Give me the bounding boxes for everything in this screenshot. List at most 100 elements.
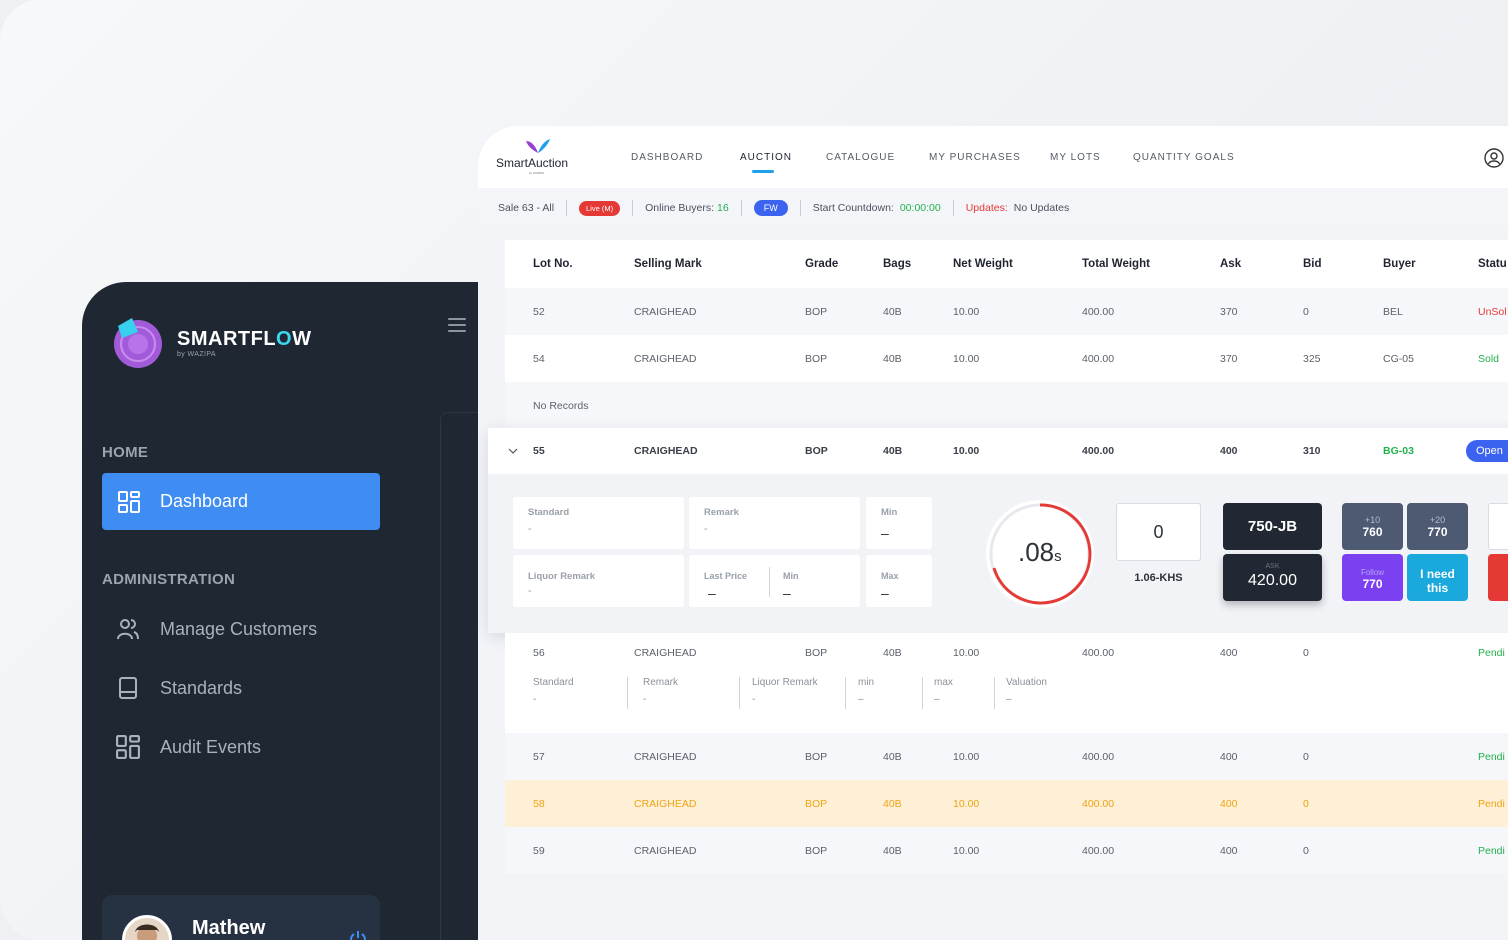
status-badge: Open — [1466, 440, 1508, 462]
top-navbar: SmartAuction by WAZIPA DASHBOARD AUCTION… — [478, 126, 1508, 188]
cell-bid: 0 — [1303, 844, 1309, 857]
col-grade[interactable]: Grade — [805, 258, 839, 270]
col-bags[interactable]: Bags — [883, 258, 912, 270]
sale-filter[interactable]: Sale 63 - All — [498, 202, 555, 214]
nav-my-purchases[interactable]: MY PURCHASES — [929, 152, 1021, 163]
cell-ask: 400 — [1220, 647, 1238, 659]
table-row[interactable]: 57 CRAIGHEAD BOP 40B 10.00 400.00 400 0 … — [505, 733, 1508, 780]
nav-auction[interactable]: AUCTION — [740, 152, 792, 163]
cell-mark: CRAIGHEAD — [634, 647, 697, 659]
sidebar-item-standards[interactable]: Standards — [116, 676, 242, 700]
sidebar-item-manage-customers[interactable]: Manage Customers — [116, 617, 317, 641]
cell-grade: BOP — [805, 750, 828, 763]
table-row[interactable]: 59 CRAIGHEAD BOP 40B 10.00 400.00 400 0 … — [505, 827, 1508, 874]
profile-icon[interactable] — [1484, 148, 1504, 168]
power-icon[interactable] — [348, 929, 368, 940]
cell-bags: 40B — [883, 797, 902, 810]
min-value: – — [783, 585, 791, 601]
fw-badge[interactable]: FW — [753, 200, 788, 216]
ask-tile: ASK 420.00 — [1223, 554, 1322, 601]
table-row[interactable]: 54 CRAIGHEAD BOP 40B 10.00 400.00 370 32… — [505, 335, 1508, 382]
min-card: Min – — [866, 497, 932, 549]
cell-grade: BOP — [805, 647, 828, 659]
extra-control[interactable] — [1488, 503, 1508, 550]
cell-buyer: BEL — [1383, 305, 1403, 318]
status-badge: Pendi — [1478, 797, 1505, 810]
extra-red-button[interactable] — [1488, 554, 1508, 601]
cell-mark: CRAIGHEAD — [634, 305, 697, 318]
nav-catalogue[interactable]: CATALOGUE — [826, 152, 896, 163]
divider — [994, 677, 995, 709]
last-price-card: Last Price – Min – — [689, 555, 860, 607]
bid-plus-10-button[interactable]: +10 760 — [1342, 503, 1403, 550]
cell-mark: CRAIGHEAD — [634, 797, 697, 810]
sub-standard: Standard - — [533, 677, 574, 705]
nav-my-lots[interactable]: MY LOTS — [1050, 152, 1101, 163]
content-frame — [440, 412, 500, 940]
cell-lot: 57 — [533, 750, 545, 763]
max-label: Max — [881, 571, 899, 581]
min-label: Min — [783, 571, 799, 581]
chevron-down-icon[interactable] — [508, 447, 518, 455]
cell-net: 10.00 — [953, 797, 980, 810]
cell-mark: CRAIGHEAD — [634, 844, 697, 857]
status-badge: Sold — [1478, 352, 1500, 365]
remark-value: - — [704, 523, 708, 535]
status-badge: Pendi — [1478, 844, 1505, 857]
cell-total: 400.00 — [1082, 750, 1115, 763]
rate-label: 1.06-KHS — [1134, 572, 1183, 584]
cell-lot: 54 — [533, 352, 545, 365]
sidebar-item-label: Standards — [160, 677, 243, 698]
smartflow-panel: SMARTFLOW by WAZIPA HOME Dashboard ADMIN… — [82, 282, 512, 940]
timer-value: .08s — [1018, 537, 1062, 567]
col-net-weight[interactable]: Net Weight — [953, 258, 1013, 270]
sidebar-item-audit-events[interactable]: Audit Events — [116, 735, 261, 759]
no-records-text: No Records — [533, 399, 589, 412]
cell-lot: 58 — [533, 797, 545, 810]
col-selling-mark[interactable]: Selling Mark — [634, 258, 702, 270]
col-status[interactable]: Statu — [1478, 258, 1507, 270]
avatar — [122, 915, 172, 940]
cell-grade: BOP — [805, 352, 828, 365]
user-card[interactable]: Mathew — [102, 895, 380, 940]
cell-mark: CRAIGHEAD — [634, 445, 698, 457]
col-bid[interactable]: Bid — [1303, 258, 1322, 270]
grid-icon — [116, 735, 140, 759]
sub-liquor-remark: Liquor Remark - — [752, 677, 818, 705]
bid-plus-20-button[interactable]: +20 770 — [1407, 503, 1468, 550]
max-value: – — [881, 585, 889, 601]
liquor-label: Liquor Remark — [528, 571, 596, 582]
divider — [845, 677, 846, 709]
nav-quantity-goals[interactable]: QUANTITY GOALS — [1133, 152, 1235, 163]
cell-buyer: CG-05 — [1383, 352, 1414, 365]
expanded-row-header[interactable]: 55 CRAIGHEAD BOP 40B 10.00 400.00 400 31… — [488, 428, 1508, 474]
table-row[interactable]: 52 CRAIGHEAD BOP 40B 10.00 400.00 370 0 … — [505, 288, 1508, 335]
quantity-input[interactable]: 0 — [1116, 503, 1201, 561]
sidebar-item-label: Manage Customers — [160, 618, 318, 639]
col-lot-no[interactable]: Lot No. — [533, 258, 573, 270]
col-total-weight[interactable]: Total Weight — [1082, 258, 1150, 270]
liquor-value: - — [528, 585, 532, 597]
cell-bags: 40B — [883, 305, 902, 318]
i-need-this-button[interactable]: I need this — [1407, 554, 1468, 601]
cell-lot: 56 — [533, 647, 545, 659]
col-buyer[interactable]: Buyer — [1383, 258, 1416, 270]
quantity-value: 0 — [1153, 522, 1164, 542]
sidebar-item-dashboard[interactable]: Dashboard — [102, 473, 380, 530]
smartflow-logo-icon — [114, 318, 162, 368]
cell-total: 400.00 — [1082, 445, 1115, 457]
menu-icon[interactable] — [448, 318, 466, 332]
table-row-highlighted[interactable]: 58 CRAIGHEAD BOP 40B 10.00 400.00 400 0 … — [505, 780, 1508, 827]
follow-bid-button[interactable]: Follow 770 — [1342, 554, 1403, 601]
cell-total: 400.00 — [1082, 797, 1115, 810]
cell-bid: 0 — [1303, 797, 1309, 810]
min-value: – — [881, 525, 889, 541]
liquor-remark-card: Liquor Remark - — [513, 555, 684, 607]
cell-total: 400.00 — [1082, 352, 1115, 365]
active-tab-indicator — [752, 170, 774, 173]
cell-lot: 59 — [533, 844, 545, 857]
col-ask[interactable]: Ask — [1220, 258, 1242, 270]
table-row-expanded-details[interactable]: 56 CRAIGHEAD BOP 40B 10.00 400.00 400 0 … — [505, 633, 1508, 733]
nav-dashboard[interactable]: DASHBOARD — [631, 152, 704, 163]
cell-lot: 55 — [533, 445, 545, 457]
